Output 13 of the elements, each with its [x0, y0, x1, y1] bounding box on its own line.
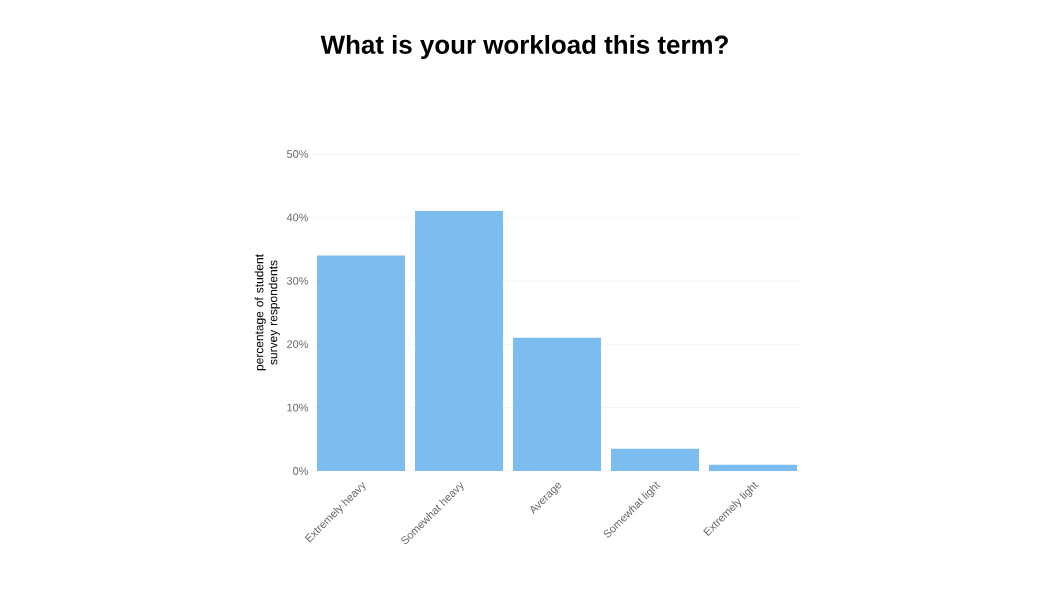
chart-title: What is your workload this term? — [320, 34, 728, 60]
y-tick-label: 0% — [293, 467, 309, 475]
bar — [415, 211, 504, 471]
bar — [317, 255, 406, 471]
y-tick-label: 20% — [287, 340, 309, 349]
y-tick-label: 40% — [286, 213, 309, 222]
y-axis-title: percentage of student survey respondents — [254, 254, 280, 371]
y-tick-label: 50% — [286, 150, 309, 158]
bar — [709, 464, 798, 471]
y-tick-label: 30% — [286, 276, 309, 285]
bar — [611, 448, 700, 471]
bar — [513, 337, 602, 471]
y-tick-label: 10% — [287, 403, 309, 412]
